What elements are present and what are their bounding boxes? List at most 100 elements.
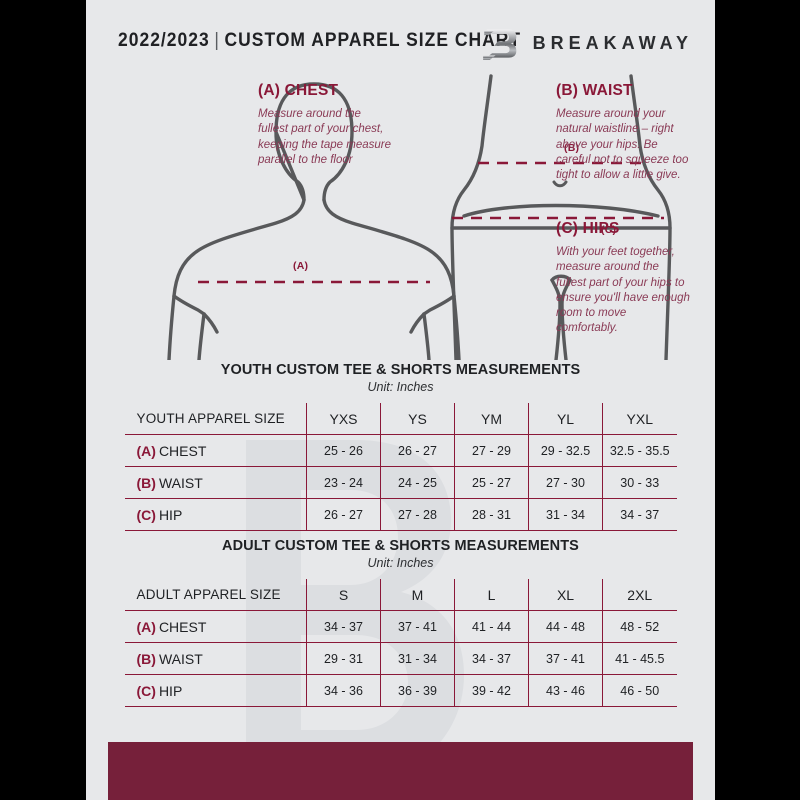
brand-lockup: BREAKAWAY: [482, 22, 693, 64]
youth-section-title: YOUTH CUSTOM TEE & SHORTS MEASUREMENTS: [220, 362, 581, 378]
adult-section: ADULT CUSTOM TEE & SHORTS MEASUREMENTS U…: [86, 538, 715, 707]
youth-hip-ym: 28 - 31: [454, 498, 529, 531]
youth-chest-yl: 29 - 32.5: [528, 434, 603, 467]
adult-size-header-2xl: 2XL: [602, 579, 677, 611]
note-chest: (A) CHEST Measure around the fullest par…: [258, 82, 393, 168]
youth-row-name-hip: HIP: [158, 506, 183, 523]
note-chest-title: (A) CHEST: [258, 82, 339, 99]
youth-row-tag-b: (B): [136, 474, 156, 491]
youth-size-header-ym: YM: [454, 403, 529, 435]
youth-chest-yxs: 25 - 26: [306, 434, 381, 467]
youth-waist-yl: 27 - 30: [528, 466, 603, 499]
season-label: 2022/2023: [118, 30, 210, 51]
adult-waist-2xl: 41 - 45.5: [602, 642, 677, 675]
note-chest-body: Measure around the fullest part of your …: [258, 108, 391, 166]
youth-size-header-yxs: YXS: [306, 403, 381, 435]
adult-chest-s: 34 - 37: [306, 610, 381, 643]
title-separator: |: [214, 30, 220, 51]
adult-hip-s: 34 - 36: [306, 674, 381, 707]
adult-hip-l: 39 - 42: [454, 674, 529, 707]
youth-label-header: YOUTH APPAREL SIZE: [124, 403, 307, 435]
youth-section: YOUTH CUSTOM TEE & SHORTS MEASUREMENTS U…: [86, 362, 715, 531]
waist-marker-label: (B): [564, 142, 580, 154]
note-hips-title: (C) HIPS: [556, 220, 620, 237]
adult-hip-m: 36 - 39: [380, 674, 455, 707]
youth-row-label-hip: (C) HIP: [124, 498, 307, 531]
youth-chest-ym: 27 - 29: [454, 434, 529, 467]
adult-size-header-s: S: [306, 579, 381, 611]
body-figures: [167, 74, 672, 360]
youth-row-tag-a: (A): [136, 442, 156, 459]
youth-row-label-waist: (B) WAIST: [124, 466, 307, 499]
youth-waist-yxs: 23 - 24: [306, 466, 381, 499]
adult-row-name-chest: CHEST: [158, 618, 207, 635]
adult-hip-2xl: 46 - 50: [602, 674, 677, 707]
youth-section-unit: Unit: Inches: [367, 380, 434, 394]
table-row: (A) CHEST 25 - 26 26 - 27 27 - 29 29 - 32…: [124, 434, 677, 467]
note-waist-body: Measure around your natural waistline – …: [556, 108, 689, 182]
youth-hip-ys: 27 - 28: [380, 498, 455, 531]
adult-waist-s: 29 - 31: [306, 642, 381, 675]
youth-chest-ys: 26 - 27: [380, 434, 455, 467]
youth-row-name-waist: WAIST: [158, 474, 203, 491]
table-row: (B) WAIST 29 - 31 31 - 34 34 - 37 37 - 41…: [124, 642, 677, 675]
adult-hip-xl: 43 - 46: [528, 674, 603, 707]
adult-table-header-row: ADULT APPAREL SIZE S M L XL 2XL: [124, 579, 677, 611]
youth-waist-ym: 25 - 27: [454, 466, 529, 499]
youth-table-header-row: YOUTH APPAREL SIZE YXS YS YM YL YXL: [124, 403, 677, 435]
adult-row-name-hip: HIP: [158, 682, 183, 699]
page-title: 2022/2023 | CUSTOM APPAREL SIZE CHART: [118, 30, 521, 52]
title-text: CUSTOM APPAREL SIZE CHART: [224, 30, 522, 51]
table-row: (B) WAIST 23 - 24 24 - 25 25 - 27 27 - 30…: [124, 466, 677, 499]
footer-bar: [108, 742, 693, 800]
adult-section-unit: Unit: Inches: [367, 556, 434, 570]
chest-marker-label: (A): [293, 260, 309, 272]
youth-hip-yxl: 34 - 37: [602, 498, 677, 531]
youth-size-table: YOUTH APPAREL SIZE YXS YS YM YL YXL (A) C…: [124, 403, 677, 531]
adult-row-tag-c: (C): [136, 682, 156, 699]
adult-size-table: ADULT APPAREL SIZE S M L XL 2XL (A) CHEST…: [124, 579, 677, 707]
illustration-area: (A) (B) (C) (A) CHEST Measure around the…: [86, 70, 715, 360]
youth-row-name-chest: CHEST: [158, 442, 207, 459]
adult-row-name-waist: WAIST: [158, 650, 203, 667]
youth-row-tag-c: (C): [136, 506, 156, 523]
youth-waist-yxl: 30 - 33: [602, 466, 677, 499]
youth-size-header-yxl: YXL: [602, 403, 677, 435]
hips-marker-label: (C): [601, 224, 617, 236]
youth-hip-yl: 31 - 34: [528, 498, 603, 531]
size-chart-page: 2022/2023 | CUSTOM APPAREL SIZE CHART: [86, 0, 715, 800]
youth-size-header-yl: YL: [528, 403, 603, 435]
adult-row-label-waist: (B) WAIST: [124, 642, 307, 675]
adult-size-header-m: M: [380, 579, 455, 611]
adult-chest-2xl: 48 - 52: [602, 610, 677, 643]
adult-row-label-hip: (C) HIP: [124, 674, 307, 707]
note-waist-title: (B) WAIST: [556, 82, 633, 99]
adult-row-tag-a: (A): [136, 618, 156, 635]
adult-size-header-xl: XL: [528, 579, 603, 611]
adult-chest-m: 37 - 41: [380, 610, 455, 643]
youth-waist-ys: 24 - 25: [380, 466, 455, 499]
adult-section-title: ADULT CUSTOM TEE & SHORTS MEASUREMENTS: [222, 538, 579, 554]
adult-waist-xl: 37 - 41: [528, 642, 603, 675]
adult-chest-xl: 44 - 48: [528, 610, 603, 643]
adult-row-label-chest: (A) CHEST: [124, 610, 307, 643]
adult-label-header: ADULT APPAREL SIZE: [124, 579, 307, 611]
youth-row-label-chest: (A) CHEST: [124, 434, 307, 467]
table-row: (A) CHEST 34 - 37 37 - 41 41 - 44 44 - 48…: [124, 610, 677, 643]
male-hips-front-outline: [450, 74, 672, 360]
adult-waist-l: 34 - 37: [454, 642, 529, 675]
note-hips-body: With your feet together, measure around …: [556, 246, 690, 335]
table-row: (C) HIP 26 - 27 27 - 28 28 - 31 31 - 34 3…: [124, 498, 677, 531]
table-row: (C) HIP 34 - 36 36 - 39 39 - 42 43 - 46 4…: [124, 674, 677, 707]
adult-size-header-l: L: [454, 579, 529, 611]
brand-name: BREAKAWAY: [532, 32, 693, 53]
breakaway-b-logo-icon: [482, 29, 516, 60]
youth-size-header-ys: YS: [380, 403, 455, 435]
note-waist: (B) WAIST Measure around your natural wa…: [556, 82, 691, 183]
adult-row-tag-b: (B): [136, 650, 156, 667]
youth-chest-yxl: 32.5 - 35.5: [602, 434, 677, 467]
page-header: 2022/2023 | CUSTOM APPAREL SIZE CHART: [86, 22, 715, 64]
youth-hip-yxs: 26 - 27: [306, 498, 381, 531]
adult-waist-m: 31 - 34: [380, 642, 455, 675]
